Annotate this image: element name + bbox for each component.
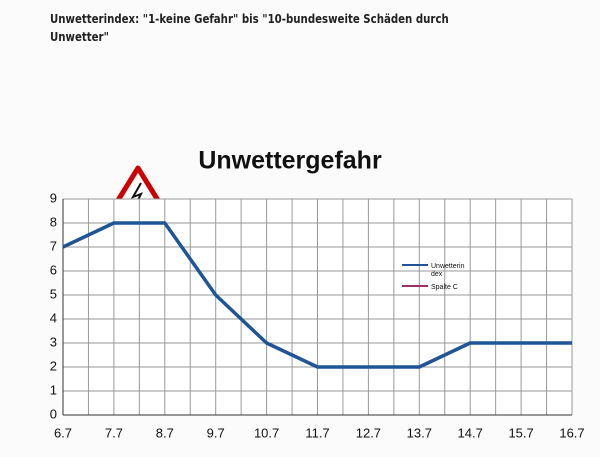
x-tick-label: 7.7 bbox=[105, 425, 123, 440]
y-tick-label: 7 bbox=[50, 238, 57, 253]
legend-label-part: Unwetterin bbox=[431, 263, 465, 270]
line-series bbox=[62, 221, 572, 369]
legend-label-part: dex bbox=[431, 271, 443, 278]
y-tick-label: 3 bbox=[50, 334, 57, 349]
y-tick-label: 4 bbox=[50, 310, 57, 325]
y-tick-label: 8 bbox=[50, 214, 57, 229]
x-tick-label: 11.7 bbox=[305, 425, 329, 440]
x-tick-label: 16.7 bbox=[559, 425, 584, 440]
y-tick-label: 0 bbox=[50, 406, 57, 421]
x-tick-label: 6.7 bbox=[54, 425, 72, 440]
x-tick-label: 13.7 bbox=[407, 425, 432, 440]
y-tick-label: 2 bbox=[50, 358, 57, 373]
header-note: Unwetterindex: "1-keine Gefahr" bis "10-… bbox=[50, 12, 449, 44]
x-tick-label: 12.7 bbox=[356, 425, 381, 440]
x-tick-label: 8.7 bbox=[156, 425, 174, 440]
y-tick-label: 5 bbox=[50, 286, 57, 301]
legend-label: Unwetterin dex bbox=[431, 263, 465, 278]
x-tick-label: 9.7 bbox=[207, 425, 225, 440]
y-tick-label: 6 bbox=[50, 262, 57, 277]
x-tick-label: 15.7 bbox=[508, 425, 533, 440]
x-tick-label: 10.7 bbox=[254, 425, 279, 440]
legend-label: Spalte C bbox=[431, 284, 458, 291]
y-tick-label: 9 bbox=[50, 190, 57, 205]
chart-title: Unwettergefahr bbox=[198, 147, 382, 175]
y-tick-label: 1 bbox=[50, 382, 57, 397]
x-tick-label: 14.7 bbox=[458, 425, 483, 440]
